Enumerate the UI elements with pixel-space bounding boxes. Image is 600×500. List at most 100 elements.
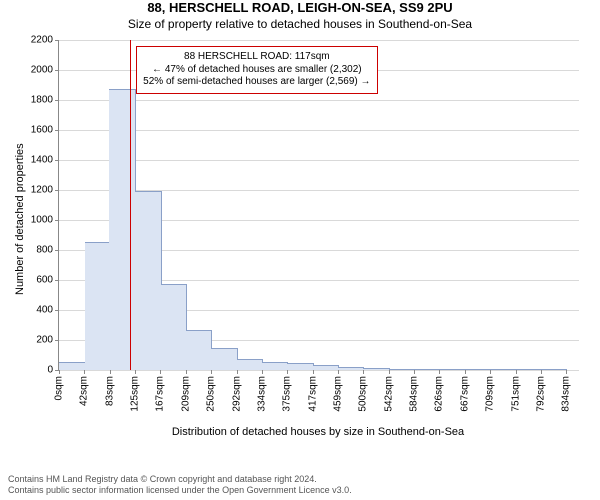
gridline [59,100,579,101]
property-marker-line [130,40,131,370]
y-tick [55,220,59,221]
y-tick [55,160,59,161]
x-tick-label: 167sqm [155,376,166,412]
x-tick-label: 667sqm [459,376,470,412]
x-tick [389,370,390,374]
callout-line: ← 47% of detached houses are smaller (2,… [143,64,370,77]
x-tick [363,370,364,374]
y-axis-label: Number of detached properties [14,143,26,295]
y-tick-label: 1200 [31,185,53,196]
x-tick [439,370,440,374]
y-tick [55,130,59,131]
y-tick-label: 400 [36,305,53,316]
x-tick [516,370,517,374]
histogram-bar [440,369,466,370]
histogram-bar [363,368,390,370]
x-axis-label: Distribution of detached houses by size … [58,426,578,438]
x-tick-label: 209sqm [180,376,191,412]
histogram-bar [109,89,136,371]
x-tick-label: 500sqm [358,376,369,412]
histogram-bar [161,284,188,371]
footer-line: Contains HM Land Registry data © Crown c… [8,474,352,485]
x-tick-label: 459sqm [332,376,343,412]
histogram-bar [414,369,441,370]
y-tick [55,190,59,191]
x-tick-label: 751sqm [510,376,521,412]
y-tick-label: 1600 [31,125,53,136]
gridline [59,160,579,161]
x-tick [287,370,288,374]
histogram-bar [186,330,212,370]
x-tick-label: 709sqm [485,376,496,412]
x-tick-label: 792sqm [535,376,546,412]
histogram-bar [465,369,492,370]
x-tick [84,370,85,374]
callout-line: 88 HERSCHELL ROAD: 117sqm [143,51,370,64]
x-tick-label: 292sqm [231,376,242,412]
x-tick-label: 834sqm [561,376,572,412]
x-tick-label: 42sqm [79,376,90,406]
x-tick-label: 542sqm [383,376,394,412]
histogram-bar [287,363,314,370]
gridline [59,130,579,131]
x-tick [135,370,136,374]
histogram-bar [541,369,568,370]
page-subtitle: Size of property relative to detached ho… [0,17,600,31]
x-tick-label: 83sqm [104,376,115,406]
x-tick-label: 584sqm [409,376,420,412]
gridline [59,40,579,41]
y-tick-label: 2200 [31,35,53,46]
x-tick-label: 125sqm [130,376,141,412]
footer-line: Contains public sector information licen… [8,485,352,496]
y-tick [55,100,59,101]
histogram-bar [338,367,364,370]
y-tick [55,70,59,71]
histogram-bar [59,362,86,371]
property-callout: 88 HERSCHELL ROAD: 117sqm← 47% of detach… [136,46,377,94]
x-tick [186,370,187,374]
x-tick-label: 250sqm [206,376,217,412]
x-tick [237,370,238,374]
y-tick [55,280,59,281]
y-tick-label: 1800 [31,95,53,106]
y-tick-label: 1000 [31,215,53,226]
x-tick [338,370,339,374]
x-tick-label: 375sqm [282,376,293,412]
y-tick-label: 2000 [31,65,53,76]
x-tick [211,370,212,374]
x-tick [490,370,491,374]
x-tick [414,370,415,374]
y-tick-label: 1400 [31,155,53,166]
histogram-bar [237,359,264,371]
x-tick [110,370,111,374]
y-tick-label: 800 [36,245,53,256]
page-title: 88, HERSCHELL ROAD, LEIGH-ON-SEA, SS9 2P… [0,0,600,15]
histogram-bar [313,365,340,370]
y-tick [55,40,59,41]
x-tick-label: 626sqm [434,376,445,412]
histogram-bar [516,369,542,370]
x-tick [465,370,466,374]
x-tick-label: 0sqm [54,376,65,400]
histogram-bar [262,362,288,371]
y-tick-label: 200 [36,335,53,346]
y-tick-label: 600 [36,275,53,286]
x-tick [160,370,161,374]
y-tick [55,310,59,311]
histogram-bar [211,348,238,370]
histogram-bar [389,369,416,370]
y-tick [55,250,59,251]
histogram-bar [135,191,162,371]
x-tick-label: 417sqm [307,376,318,412]
x-tick [541,370,542,374]
x-tick [262,370,263,374]
x-tick [313,370,314,374]
x-tick [566,370,567,374]
histogram-bar [490,369,517,370]
attribution-footer: Contains HM Land Registry data © Crown c… [8,474,352,496]
callout-line: 52% of semi-detached houses are larger (… [143,76,370,89]
x-tick [59,370,60,374]
y-tick-label: 0 [47,365,53,376]
plot-area: 0200400600800100012001400160018002000220… [58,40,579,371]
histogram-bar [85,242,111,371]
